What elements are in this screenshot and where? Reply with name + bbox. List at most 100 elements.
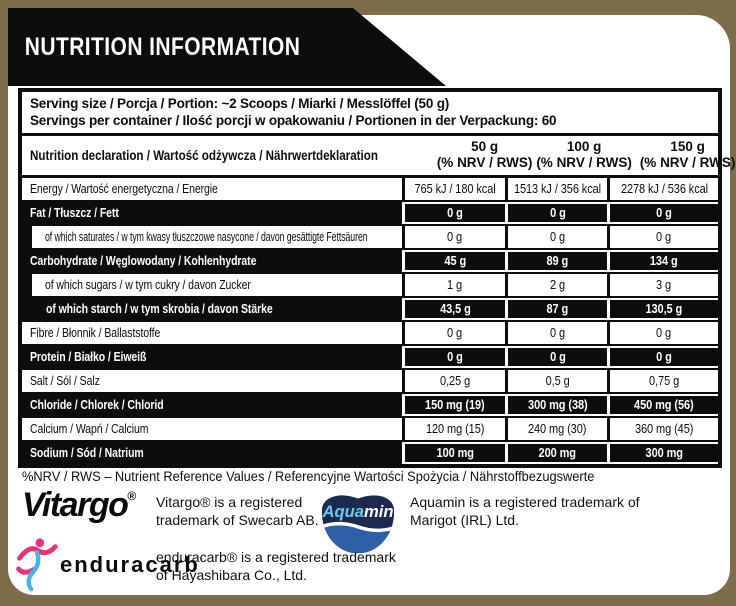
nutrient-value: 360 mg (45) — [610, 418, 718, 440]
nutrient-value: 134 g — [610, 252, 718, 270]
column-nrv: (% NRV / RWS) — [536, 155, 632, 170]
column-nrv: (% NRV / RWS) — [639, 155, 736, 170]
table-row-sugars: of which sugars / w tym cukry / davon Zu… — [22, 274, 718, 296]
nutrient-value: 0 g — [508, 204, 607, 222]
trademark-line: Vitargo® is a registered — [156, 494, 303, 510]
table-header-row: Nutrition declaration / Wartość odżywcza… — [22, 136, 735, 175]
registered-mark-icon: ® — [127, 489, 137, 503]
column-header-50g: 50 g (% NRV / RWS) — [435, 139, 535, 171]
page-title: NUTRITION INFORMATION — [24, 32, 301, 61]
table-row-starch: of which starch / w tym skrobia / davon … — [22, 298, 718, 320]
table-row-salt: Salt / Sól / Salz 0,25 g 0,5 g 0,75 g — [22, 370, 718, 392]
enduracarb-dancer-icon — [16, 538, 58, 592]
nutrient-label: Chloride / Chlorek / Chlorid — [22, 394, 402, 416]
aquamin-logo: Aquamin — [314, 488, 402, 563]
nutrient-label: Salt / Sól / Salz — [22, 370, 402, 392]
table-row-fibre: Fibre / Błonnik / Ballaststoffe 0 g 0 g … — [22, 322, 718, 344]
nutrient-value: 120 mg (15) — [405, 418, 505, 440]
nutrient-value: 87 g — [508, 300, 607, 318]
column-amount: 50 g — [471, 139, 499, 154]
nutrient-value: 0,5 g — [508, 370, 607, 392]
trademark-dot-icon: · — [199, 553, 204, 565]
trademark-line: Marigot (IRL) Ltd. — [410, 511, 519, 528]
nutrient-value: 240 mg (30) — [508, 418, 607, 440]
nutrient-value: 89 g — [508, 252, 607, 270]
nutrient-value: 0 g — [610, 322, 718, 344]
nutrient-value: 300 mg (38) — [508, 396, 607, 414]
table-row-energy: Energy / Wartość energetyczna / Energie … — [22, 178, 718, 200]
trademark-line: of Hayashibara Co., Ltd. — [156, 566, 307, 583]
serving-info-block: Serving size / Porcja / Portion: ~2 Scoo… — [22, 92, 718, 133]
nrv-footnote: %NRV / RWS – Nutrient Reference Values /… — [22, 469, 595, 484]
nutrient-value: 150 mg (19) — [405, 396, 505, 414]
column-amount: 150 g — [670, 139, 705, 154]
nutrient-value: 1 g — [405, 274, 505, 296]
trademark-line: Aquamin is a registered trademark of — [410, 494, 640, 510]
nutrient-value: 100 mg — [405, 444, 505, 462]
nutrient-value: 43,5 g — [405, 300, 505, 318]
nutrient-value: 0 g — [610, 204, 718, 222]
enduracarb-trademark-text: enduracarb® is a registered trademark of… — [156, 549, 396, 584]
nutrient-label: Energy / Wartość energetyczna / Energie — [22, 178, 402, 200]
svg-text:Aquamin: Aquamin — [321, 502, 393, 521]
enduracarb-wordmark: enduracarb — [60, 552, 200, 577]
nutrient-value: 765 kJ / 180 kcal — [405, 178, 505, 200]
nutrient-label: of which starch / w tym skrobia / davon … — [22, 298, 402, 320]
table-row-calcium: Calcium / Wapń / Calcium 120 mg (15) 240… — [22, 418, 718, 440]
column-header-150g: 150 g (% NRV / RWS) — [634, 139, 736, 171]
serving-size-line: Serving size / Porcja / Portion: ~2 Scoo… — [30, 96, 450, 111]
nutrition-table: Serving size / Porcja / Portion: ~2 Scoo… — [18, 88, 735, 468]
vitargo-trademark-text: Vitargo® is a registered trademark of Sw… — [156, 494, 319, 529]
table-row-sodium: Sodium / Sód / Natrium 100 mg 200 mg 300… — [22, 442, 718, 464]
nutrient-value: 1513 kJ / 356 kcal — [508, 178, 607, 200]
nutrient-value: 0 g — [610, 226, 718, 248]
vitargo-logo: Vitargo® — [22, 486, 136, 525]
nutrient-value: 0 g — [508, 322, 607, 344]
nutrient-value: 45 g — [405, 252, 505, 270]
table-row-fat: Fat / Tłuszcz / Fett 0 g 0 g 0 g — [22, 202, 718, 224]
nutrient-value: 2278 kJ / 536 kcal — [610, 178, 718, 200]
aquamin-trademark-text: Aquamin is a registered trademark of Mar… — [410, 494, 640, 529]
nutrient-label: Calcium / Wapń / Calcium — [22, 418, 402, 440]
trademark-line: enduracarb® is a registered trademark — [156, 549, 396, 565]
nutrient-value: 0 g — [610, 348, 718, 366]
table-row-saturates: of which saturates / w tym kwasy tłuszcz… — [22, 226, 718, 248]
enduracarb-logo: enduracarb· — [14, 536, 204, 594]
aquamin-blob-icon: Aquamin — [321, 495, 395, 554]
table-row-carbohydrate: Carbohydrate / Węglowodany / Kohlenhydra… — [22, 250, 718, 272]
nutrient-label: Sodium / Sód / Natrium — [22, 442, 402, 464]
nutrient-value: 0,75 g — [610, 370, 718, 392]
aquamin-wordmark-aqua: Aqua — [321, 502, 364, 521]
nutrient-value: 130,5 g — [610, 300, 718, 318]
nutrient-label: of which sugars / w tym cukry / davon Zu… — [22, 274, 402, 296]
nutrient-label: Fibre / Błonnik / Ballaststoffe — [22, 322, 402, 344]
nutrient-label: Fat / Tłuszcz / Fett — [22, 202, 402, 224]
nutrient-value: 450 mg (56) — [610, 396, 718, 414]
nutrient-value: 0 g — [405, 204, 505, 222]
column-nrv: (% NRV / RWS) — [436, 155, 533, 170]
trademark-line: trademark of Swecarb AB. — [156, 511, 319, 528]
column-amount: 100 g — [566, 139, 602, 154]
nutrient-value: 2 g — [508, 274, 607, 296]
column-header-100g: 100 g (% NRV / RWS) — [535, 139, 634, 171]
nutrient-value: 300 mg — [610, 444, 718, 462]
table-row-chloride: Chloride / Chlorek / Chlorid 150 mg (19)… — [22, 394, 718, 416]
servings-per-container-line: Servings per container / Ilość porcji w … — [30, 113, 557, 128]
nutrient-value: 3 g — [610, 274, 718, 296]
nutrient-value: 0 g — [508, 226, 607, 248]
nutrient-label: Carbohydrate / Węglowodany / Kohlenhydra… — [22, 250, 402, 272]
vitargo-wordmark: Vitargo — [22, 486, 129, 524]
nutrient-value: 0 g — [405, 226, 505, 248]
nutrient-value: 0,25 g — [405, 370, 505, 392]
nutrient-value: 200 mg — [508, 444, 607, 462]
nutrient-label: of which saturates / w tym kwasy tłuszcz… — [22, 226, 402, 248]
nutrient-label: Protein / Białko / Eiweiß — [22, 346, 402, 368]
nutrient-value: 0 g — [405, 348, 505, 366]
nutrient-value: 0 g — [405, 322, 505, 344]
nutrient-value: 0 g — [508, 348, 607, 366]
enduracarb-wordmark-wrap: enduracarb· — [58, 552, 204, 578]
table-row-protein: Protein / Białko / Eiweiß 0 g 0 g 0 g — [22, 346, 718, 368]
aquamin-wordmark-min: min — [364, 502, 394, 521]
table-header-label: Nutrition declaration / Wartość odżywcza… — [30, 147, 378, 163]
